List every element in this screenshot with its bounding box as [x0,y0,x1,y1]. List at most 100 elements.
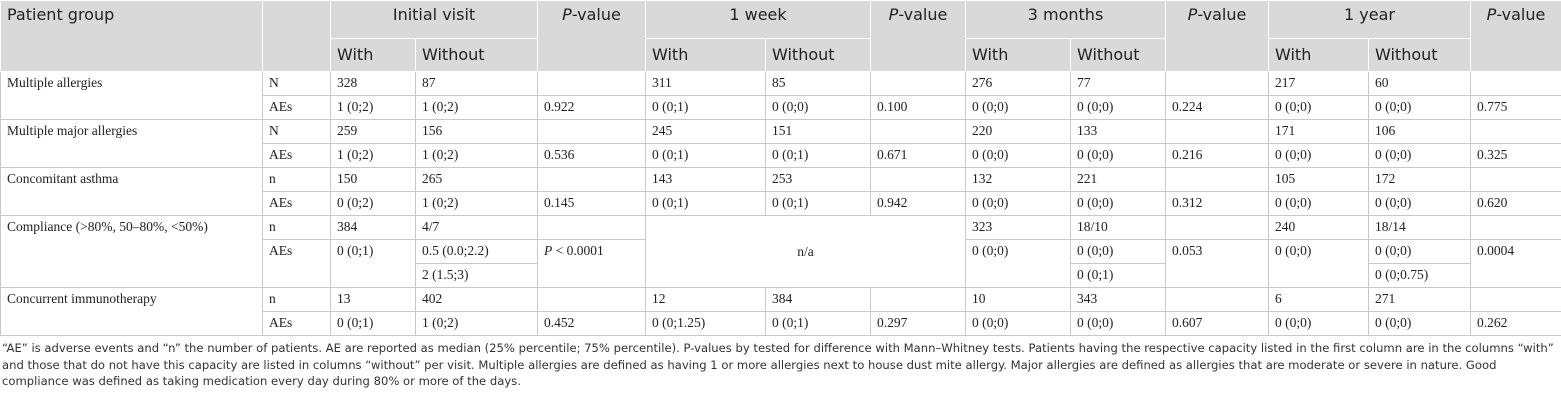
cell: 0 (0;0) [965,311,1072,336]
cell: 85 [765,71,872,96]
cell: 4/7 [414,215,539,240]
cell: 1 (0;2) [414,191,539,216]
table-row: Multiple allergies N 328 87 311 85 276 77 217 60 [0,71,1561,120]
cell [870,167,967,192]
cell: 0.671 [870,143,967,168]
cell: 106 [1368,119,1472,144]
header-cell [262,0,331,72]
cell: 0.224 [1165,95,1270,120]
table-row: AEs 1 (0;2) 1 (0;2) 0.536 0 (0;1) 0 (0;1) 0.67… [1,143,1561,168]
header-cell: 3 months [965,0,1167,39]
footnote: “AE” is adverse events and “n” the numbe… [2,341,1554,388]
cell [870,287,967,312]
cell: Multiple allergies [0,71,263,120]
cell [1470,119,1561,144]
cell: 1 (0;2) [330,143,416,168]
cell: 0.100 [870,95,967,120]
cell [1165,287,1270,312]
header-cell: Initial visit [329,0,539,39]
cell: 0 (0;1) [765,143,872,168]
cell: 87 [414,71,539,96]
table-row: AEs 1 (0;2) 1 (0;2) 0.922 0 (0;1) 0 (0;0) 0.10… [1,95,1561,120]
header-cell: Without [1368,38,1472,72]
cell: 156 [414,119,539,144]
cell: 143 [645,167,767,192]
cell: 2 (1.5;3) [414,263,539,288]
cell: 384 [765,287,872,312]
table-row: Multiple major allergies N 259 156 245 151 220… [0,119,1561,168]
cell: 384 [330,215,416,240]
header-cell: Without [765,38,872,72]
cell: 0 (0;0) [765,95,872,120]
header-cell: With [645,38,767,72]
cell: 0 (0;1) [765,311,872,336]
cell: 402 [414,287,539,312]
cell: 0 (0;0) [1368,95,1472,120]
cell: 221 [1070,167,1167,192]
cell: n [262,287,331,312]
cell: 253 [765,167,872,192]
header-cell: 1 week [645,0,872,39]
cell: 0 (0;0) [965,191,1072,216]
cell: 0 (0;0) [1268,95,1370,120]
table-row: Concomitant asthma n 150 265 143 253 132 221 105… [0,167,1561,216]
cell: 0 (0;1) [765,191,872,216]
cell [870,119,967,144]
cell: 0.145 [537,191,647,216]
cell: 0 (0;0) [1368,143,1472,168]
cell: 0.216 [1165,143,1270,168]
cell [1165,215,1270,240]
header-cell: P-value [1165,0,1270,72]
cell [537,71,647,96]
cell: 0.262 [1470,311,1561,336]
cell: Multiple major allergies [0,119,263,168]
cell: 220 [965,119,1072,144]
cell: 259 [330,119,416,144]
cell: 343 [1070,287,1167,312]
cell: 12 [645,287,767,312]
cell: 1 (0;2) [414,143,539,168]
cell: 0 (0;0) [1070,95,1167,120]
cell: 172 [1368,167,1472,192]
table-row: Concurrent immunotherapy n 13 402 12 384 10 343… [0,287,1561,336]
cell: 271 [1368,287,1472,312]
cell: 6 [1268,287,1370,312]
cell [1470,287,1561,312]
cell: 0.452 [537,311,647,336]
header-cell: P-value [537,0,647,72]
cell [537,215,647,240]
cell: 0 (0;1) [330,311,416,336]
cell: 0 (0;0.75) [1368,263,1472,288]
cell: 0 (0;0) [1268,311,1370,336]
cell: 240 [1268,215,1370,240]
cell: AEs [262,311,331,336]
cell: 60 [1368,71,1472,96]
cell: 0 (0;0) [965,143,1072,168]
cell: 0 (0;0) [1070,311,1167,336]
cell: Concurrent immunotherapy [0,287,263,336]
cell: P < 0.0001 [537,239,647,288]
cell: 0.536 [537,143,647,168]
cell: 0.922 [537,95,647,120]
cell: 0 (0;1.25) [645,311,767,336]
cell: Compliance (>80%, 50–80%, <50%) [0,215,263,288]
cell: 0 (0;1) [645,143,767,168]
results-table: Patient group Initial visit P-value 1 we… [0,0,1561,336]
cell: 0 (0;0) [1070,191,1167,216]
cell [537,287,647,312]
table-row: Compliance (>80%, 50–80%, <50%) n 384 4/7 n/… [0,215,1561,288]
cell: AEs [262,239,331,288]
header-cell: Without [414,38,539,72]
cell [1470,215,1561,240]
cell [1165,119,1270,144]
table-row: AEs 0 (0;2) 1 (0;2) 0.145 0 (0;1) 0 (0;1) 0.94… [1,191,1561,216]
cell: 18/10 [1070,215,1167,240]
cell: n [262,215,331,240]
cell: 0 (0;0) [1268,143,1370,168]
cell [1470,167,1561,192]
cell: 0 (0;0) [1268,239,1370,288]
cell: 105 [1268,167,1370,192]
header-cell: With [1268,38,1370,72]
cell: 0.312 [1165,191,1270,216]
cell: 0.607 [1165,311,1270,336]
